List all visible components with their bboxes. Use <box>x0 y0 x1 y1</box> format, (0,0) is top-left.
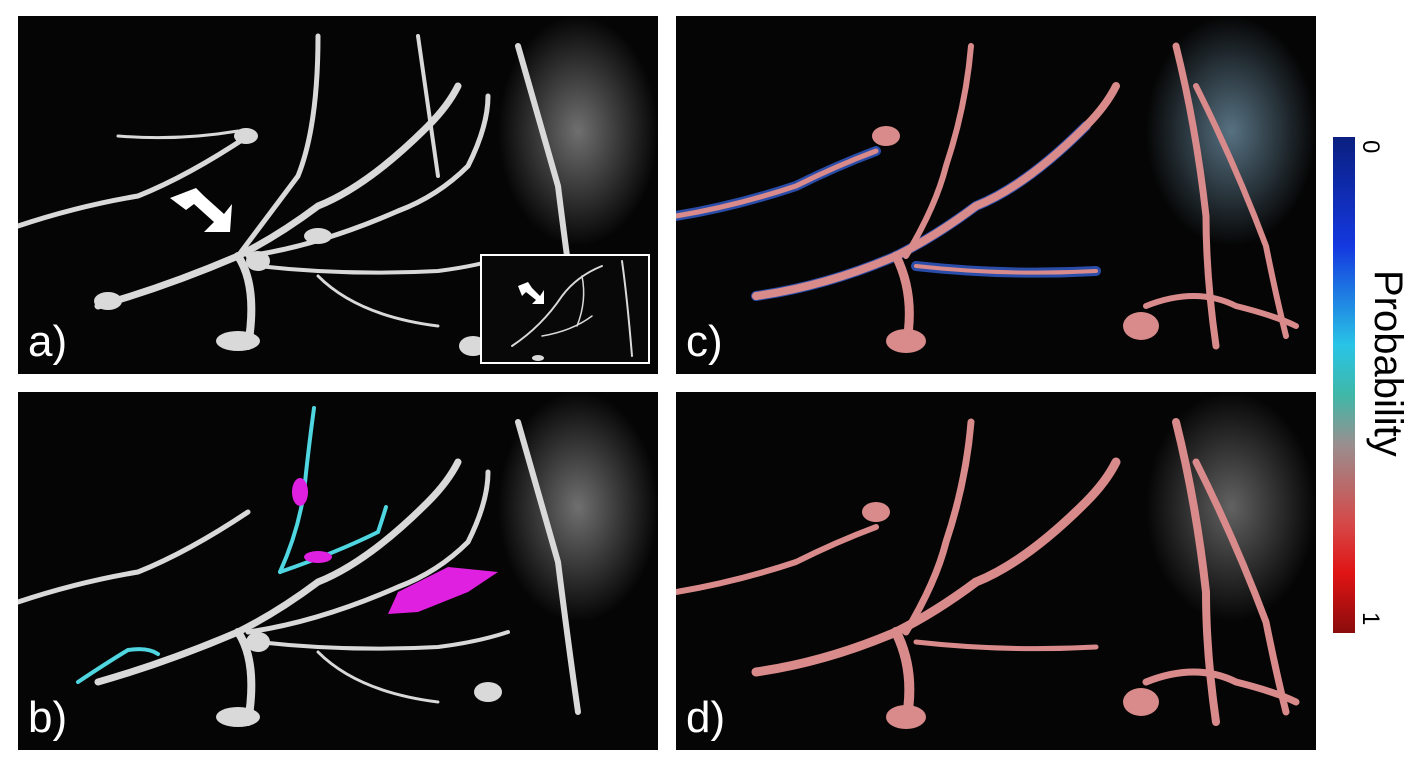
arrow-icon <box>170 188 232 232</box>
panel-c: c) <box>676 16 1316 374</box>
panel-b-image <box>18 392 658 727</box>
magenta-trace <box>292 478 498 614</box>
cyan-trace <box>76 406 388 684</box>
inset-image <box>511 260 633 361</box>
panel-a: a) <box>18 16 658 374</box>
panel-label-c: c) <box>686 317 723 366</box>
colorbar-max-label: 1 <box>1357 612 1384 626</box>
panel-c-image <box>676 16 1316 353</box>
probability-colorbar <box>1333 137 1355 633</box>
arrow-icon <box>518 282 544 304</box>
panel-label-d: d) <box>686 693 726 742</box>
panel-b: b) <box>18 392 658 750</box>
panel-d: d) <box>676 392 1316 750</box>
panel-d-image <box>676 392 1316 729</box>
panel-label-a: a) <box>28 317 68 366</box>
panel-label-b: b) <box>28 693 68 742</box>
inset-overview <box>480 254 650 364</box>
colorbar-title: Probability <box>1366 270 1410 457</box>
colorbar-min-label: 0 <box>1357 140 1384 154</box>
